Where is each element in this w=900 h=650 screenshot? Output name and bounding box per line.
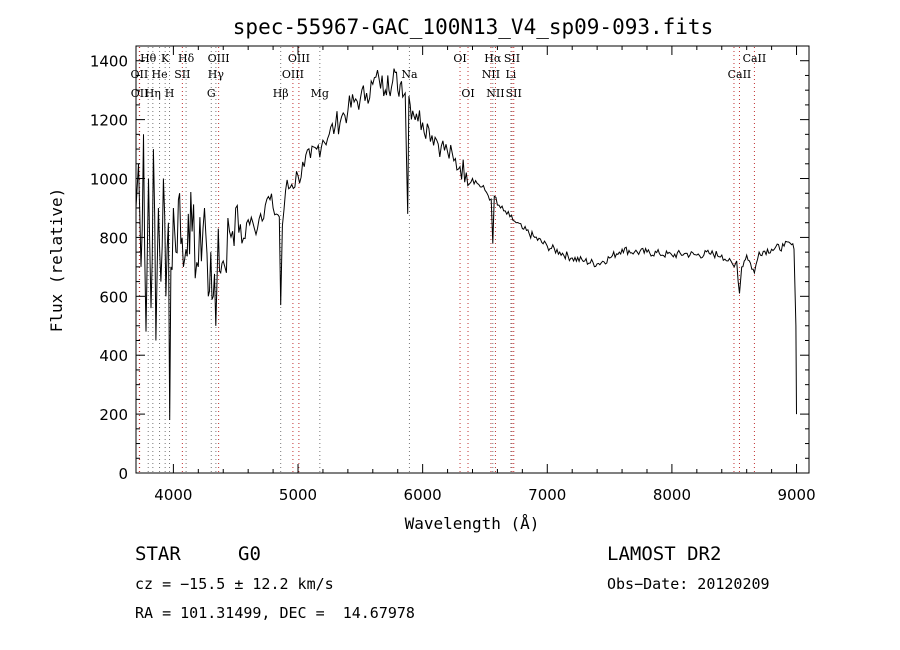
line-label-10: Hη xyxy=(145,87,161,100)
line-label-22: Li xyxy=(505,68,516,81)
spectrum-chart: spec-55967-GAC_100N13_V4_sp09-093.fits H… xyxy=(47,15,816,533)
observation-date: Obs−Date: 20120209 xyxy=(607,575,770,593)
x-tick-label-5: 9000 xyxy=(777,486,815,504)
line-label-4: He xyxy=(152,68,168,81)
chart-title: spec-55967-GAC_100N13_V4_sp09-093.fits xyxy=(233,15,713,39)
y-tick-label-7: 1400 xyxy=(90,53,128,71)
line-label-2: Hδ xyxy=(178,52,195,65)
y-tick-label-5: 1000 xyxy=(90,171,128,189)
line-label-25: CaII xyxy=(743,52,767,65)
x-tick-label-3: 7000 xyxy=(528,486,566,504)
line-label-19: Hα xyxy=(484,52,502,65)
line-label-17: OI xyxy=(453,52,466,65)
x-tick-label-2: 6000 xyxy=(404,486,442,504)
line-label-14: OIII xyxy=(282,68,304,81)
line-label-7: Hγ xyxy=(208,68,225,81)
y-tick-label-6: 1200 xyxy=(90,112,128,130)
axis-ticks: 4000 5000 6000 7000 8000 9000 0 200 400 600 800 100… xyxy=(90,46,816,504)
line-label-5: SII xyxy=(174,68,190,81)
x-tick-label-1: 5000 xyxy=(279,486,317,504)
line-label-8: G xyxy=(207,87,216,100)
line-label-3: OII xyxy=(131,68,149,81)
x-tick-label-4: 8000 xyxy=(653,486,691,504)
line-label-13: OIII xyxy=(288,52,310,65)
line-label-6: OIII xyxy=(208,52,230,65)
line-label-1: K xyxy=(161,52,170,65)
y-tick-label-3: 600 xyxy=(99,288,128,306)
line-label-12: Hβ xyxy=(273,87,289,100)
y-tick-label-0: 0 xyxy=(118,465,128,483)
line-label-9: OII xyxy=(131,87,149,100)
line-label-21: NII xyxy=(482,68,500,81)
y-tick-label-2: 400 xyxy=(99,347,128,365)
survey-name: LAMOST DR2 xyxy=(607,543,722,565)
object-subclass: G0 xyxy=(238,543,261,565)
plot-frame xyxy=(135,45,810,474)
x-tick-label-0: 4000 xyxy=(154,486,192,504)
redshift-cz: cz = −15.5 ± 12.2 km/s xyxy=(135,575,334,593)
object-class: STAR xyxy=(135,543,181,565)
line-label-18: OI xyxy=(461,87,474,100)
line-label-16: Na xyxy=(401,68,418,81)
spectrum-line-0 xyxy=(135,68,797,421)
line-label-26: CaII xyxy=(728,68,752,81)
line-label-0: Hθ xyxy=(140,52,157,65)
y-tick-label-1: 200 xyxy=(99,406,128,424)
y-axis-label: Flux (relative) xyxy=(47,188,66,333)
y-tick-label-4: 800 xyxy=(99,229,128,247)
line-label-20: SII xyxy=(504,52,520,65)
line-label-15: Mg xyxy=(311,87,329,100)
line-label-11: H xyxy=(165,87,175,100)
line-label-23: NII xyxy=(486,87,504,100)
ra-dec: RA = 101.31499, DEC = 14.67978 xyxy=(135,604,415,622)
spectrum-series xyxy=(135,68,797,421)
x-axis-label: Wavelength (Å) xyxy=(405,514,540,533)
line-label-24: SII xyxy=(506,87,522,100)
